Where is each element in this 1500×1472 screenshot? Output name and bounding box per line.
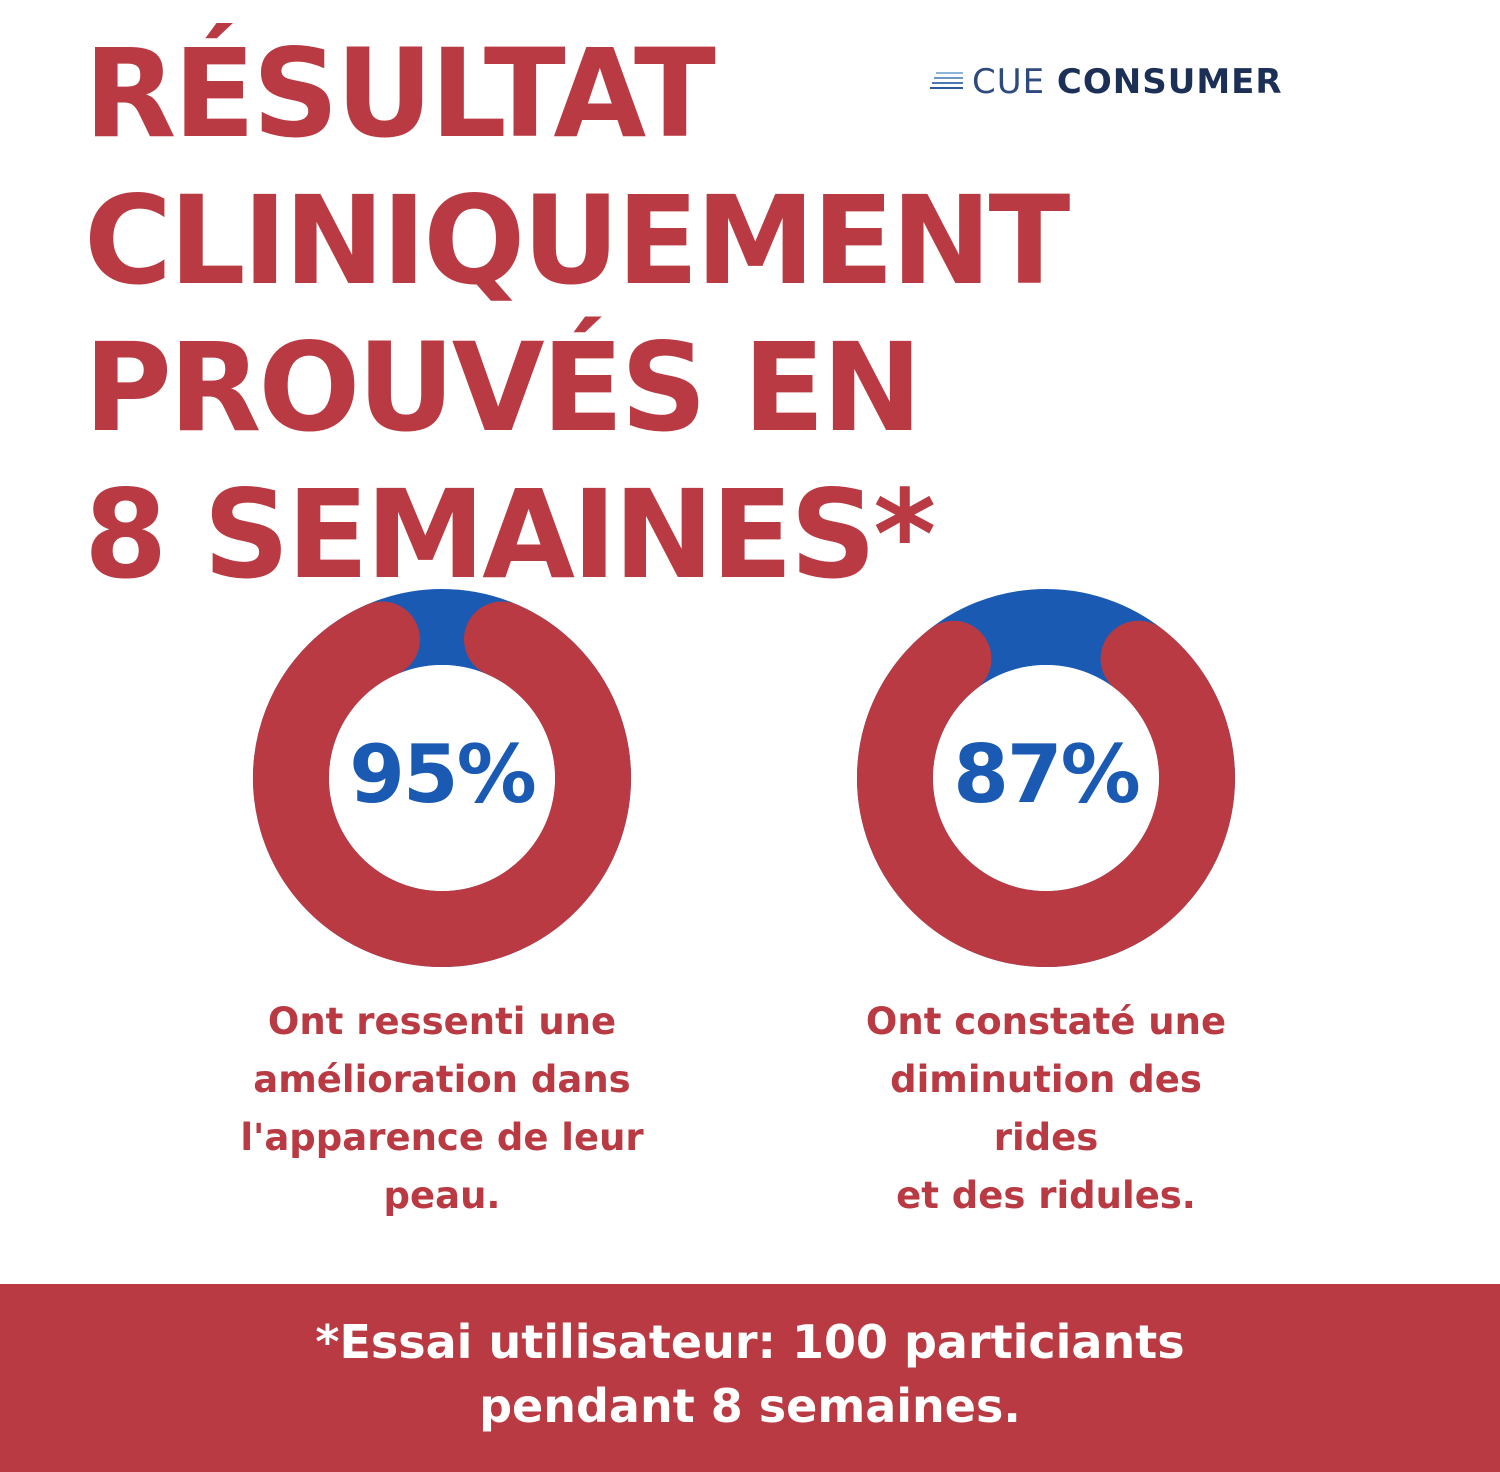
donut-hole	[329, 665, 555, 891]
headline: RÉSULTAT CLINIQUEMENT PROUVÉS EN 8 SEMAI…	[84, 22, 1070, 610]
stacked-lines-icon	[930, 72, 963, 89]
caption-line: et des ridules.	[896, 1174, 1196, 1217]
caption-line: diminution des	[890, 1058, 1202, 1101]
caption-line: l'apparence de leur	[240, 1116, 644, 1159]
brand-logo: CUE CONSUMER	[930, 62, 1283, 102]
donut-value-label: 95%	[349, 728, 534, 821]
footnote-text: *Essai utilisateur: 100 particiants pend…	[0, 1310, 1500, 1438]
footnote-line: pendant 8 semaines.	[479, 1379, 1021, 1433]
donut-value-arc	[857, 620, 1235, 967]
footnote-banner: *Essai utilisateur: 100 particiants pend…	[0, 1284, 1500, 1472]
donut-chart-95: 95%	[253, 589, 631, 967]
donut-caption: Ont ressenti une amélioration dans l'app…	[182, 993, 702, 1225]
caption-line: amélioration dans	[253, 1058, 631, 1101]
caption-line: Ont constaté une	[865, 1000, 1227, 1043]
headline-line: CLINIQUEMENT	[84, 170, 1070, 313]
donut-value-arc	[253, 601, 631, 967]
donut-value-label: 87%	[953, 728, 1138, 821]
donut-hole	[933, 665, 1159, 891]
footnote-line: *Essai utilisateur: 100 particiants	[315, 1315, 1185, 1369]
headline-line: 8 SEMAINES*	[84, 464, 936, 607]
donut-marks	[857, 589, 1235, 967]
brand-cue: CUE	[972, 62, 1046, 102]
donut-marks	[253, 589, 631, 967]
caption-line: Ont ressenti une	[267, 1000, 617, 1043]
caption-line: rides	[993, 1116, 1099, 1159]
donut-chart-87: 87%	[857, 589, 1235, 967]
headline-line: RÉSULTAT	[84, 24, 716, 166]
headline-line: PROUVÉS EN	[84, 317, 922, 460]
donut-caption: Ont constaté une diminution des rides et…	[786, 993, 1306, 1225]
brand-name: CUE CONSUMER	[972, 62, 1283, 102]
caption-line: peau.	[383, 1174, 501, 1217]
brand-consumer: CONSUMER	[1056, 62, 1283, 102]
